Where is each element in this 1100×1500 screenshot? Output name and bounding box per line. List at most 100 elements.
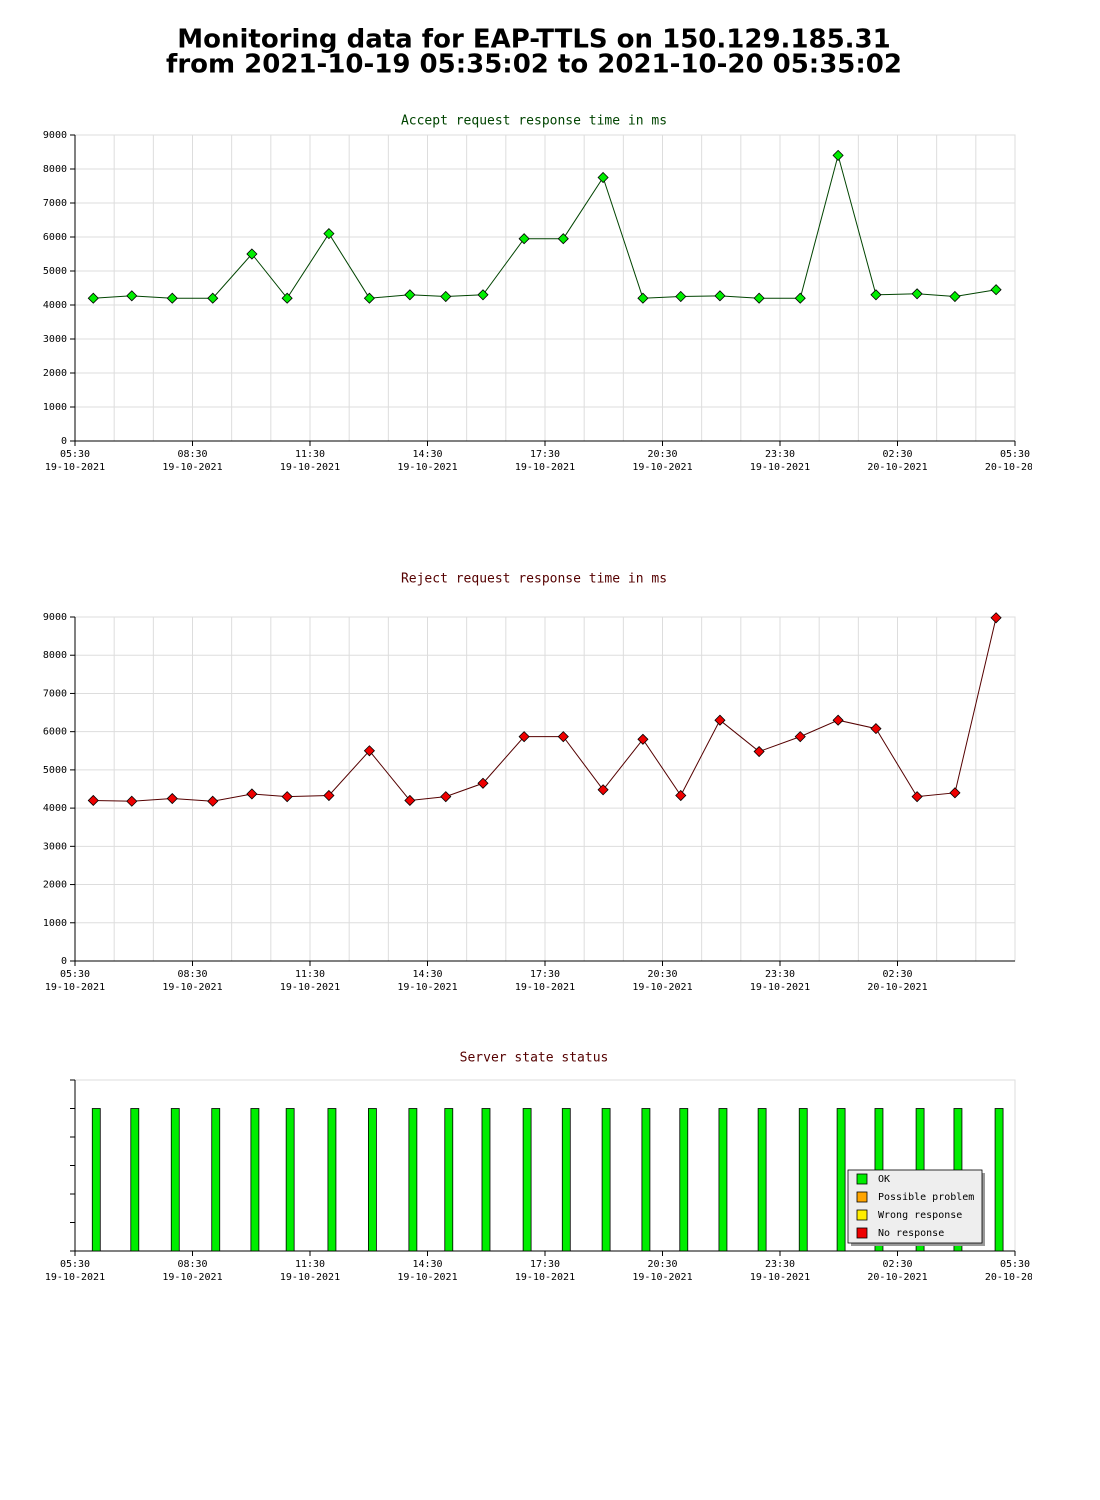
x-tick-time: 11:30 xyxy=(295,969,325,980)
data-point xyxy=(404,289,416,301)
legend-label: Possible problem xyxy=(878,1192,974,1203)
chart-title: Server state status xyxy=(460,1051,609,1066)
status-bar xyxy=(211,1108,221,1252)
x-tick-time: 05:30 xyxy=(60,969,90,980)
y-tick-label: 9000 xyxy=(43,612,67,623)
x-tick-time: 17:30 xyxy=(530,969,560,980)
x-tick-date: 19-10-2021 xyxy=(280,982,340,993)
status-bar xyxy=(130,1108,140,1252)
status-bar xyxy=(994,1108,1004,1252)
page-subtitle: from 2021-10-19 05:35:02 to 2021-10-20 0… xyxy=(166,50,902,80)
x-tick-date: 19-10-2021 xyxy=(397,982,457,993)
data-point xyxy=(207,292,219,304)
x-tick-date: 20-10-2021 xyxy=(985,462,1045,473)
y-tick-label: 1000 xyxy=(43,402,67,413)
x-tick-time: 20:30 xyxy=(647,449,677,460)
data-point xyxy=(637,733,649,745)
status-bar xyxy=(250,1108,260,1252)
charts: Accept request response time in ms 0 1000 2… xyxy=(43,114,1045,1284)
legend-swatch xyxy=(856,1173,868,1185)
data-point xyxy=(246,788,258,800)
status-bar xyxy=(798,1108,808,1252)
data-point xyxy=(126,290,138,302)
x-tick-date: 19-10-2021 xyxy=(397,462,457,473)
status-bar xyxy=(601,1108,611,1252)
x-tick-time: 20:30 xyxy=(647,1259,677,1270)
data-point xyxy=(323,789,335,802)
x-tick-date: 20-10-2021 xyxy=(867,1272,927,1283)
status-bar xyxy=(408,1108,418,1252)
data-point xyxy=(557,233,569,245)
status-bar xyxy=(836,1108,846,1252)
data-point xyxy=(949,290,961,303)
status-bar xyxy=(641,1108,651,1252)
status-bar xyxy=(327,1108,337,1252)
y-tick-label: 6000 xyxy=(43,232,67,243)
series-line xyxy=(93,617,997,802)
data-point xyxy=(363,745,375,757)
data-point xyxy=(166,292,178,304)
legend-swatch xyxy=(856,1209,868,1221)
data-point xyxy=(794,292,806,304)
status-bar xyxy=(285,1108,295,1252)
x-tick-date: 19-10-2021 xyxy=(162,462,222,473)
data-point xyxy=(87,292,99,304)
status-bar xyxy=(444,1108,454,1252)
data-point xyxy=(477,289,489,301)
x-tick-time: 08:30 xyxy=(177,969,207,980)
legend-label: OK xyxy=(878,1174,890,1185)
data-point xyxy=(597,784,609,796)
x-tick-time: 02:30 xyxy=(882,449,912,460)
x-tick-date: 19-10-2021 xyxy=(750,982,810,993)
status-bar xyxy=(561,1108,571,1252)
x-tick-time: 20:30 xyxy=(647,969,677,980)
x-tick-time: 23:30 xyxy=(765,1259,795,1270)
data-point xyxy=(911,288,923,300)
y-tick-label: 2000 xyxy=(43,880,67,891)
legend-box xyxy=(847,1169,983,1244)
data-point xyxy=(126,795,138,807)
data-point xyxy=(911,791,923,803)
status-bar xyxy=(522,1108,532,1252)
x-tick-time: 02:30 xyxy=(882,1259,912,1270)
status-bar xyxy=(718,1108,728,1252)
x-tick-date: 19-10-2021 xyxy=(515,982,575,993)
data-point xyxy=(870,289,882,301)
series-line xyxy=(93,153,997,300)
y-tick-label: 0 xyxy=(61,956,67,967)
legend: OK Possible problem Wrong response No respo… xyxy=(847,1169,985,1246)
data-point xyxy=(363,292,375,304)
x-tick-date: 19-10-2021 xyxy=(162,1272,222,1283)
y-tick-label: 1000 xyxy=(43,918,67,929)
x-tick-time: 11:30 xyxy=(295,1259,325,1270)
x-tick-date: 20-10-2021 xyxy=(985,1272,1045,1283)
data-point xyxy=(597,171,609,184)
data-point xyxy=(404,794,416,807)
data-point xyxy=(990,612,1002,624)
y-tick-label: 6000 xyxy=(43,727,67,738)
x-tick-date: 19-10-2021 xyxy=(750,1272,810,1283)
y-tick-label: 8000 xyxy=(43,164,67,175)
data-point xyxy=(323,228,335,240)
x-tick-date: 19-10-2021 xyxy=(280,462,340,473)
y-tick-label: 4000 xyxy=(43,300,67,311)
data-point xyxy=(440,290,452,303)
status-bar xyxy=(757,1108,767,1252)
x-tick-date: 19-10-2021 xyxy=(45,1272,105,1283)
data-point xyxy=(207,795,219,807)
x-tick-date: 20-10-2021 xyxy=(867,982,927,993)
y-tick-label: 5000 xyxy=(43,765,67,776)
chart-title: Accept request response time in ms xyxy=(401,114,667,129)
data-point xyxy=(166,792,178,805)
y-tick-label: 3000 xyxy=(43,841,67,852)
data-point xyxy=(832,149,844,161)
x-tick-time: 02:30 xyxy=(882,969,912,980)
x-tick-date: 19-10-2021 xyxy=(45,462,105,473)
legend-swatch xyxy=(856,1227,868,1239)
data-point xyxy=(477,777,489,789)
y-tick-label: 3000 xyxy=(43,334,67,345)
y-tick-label: 0 xyxy=(61,436,67,447)
data-point xyxy=(949,787,961,799)
status-bar xyxy=(170,1108,180,1252)
